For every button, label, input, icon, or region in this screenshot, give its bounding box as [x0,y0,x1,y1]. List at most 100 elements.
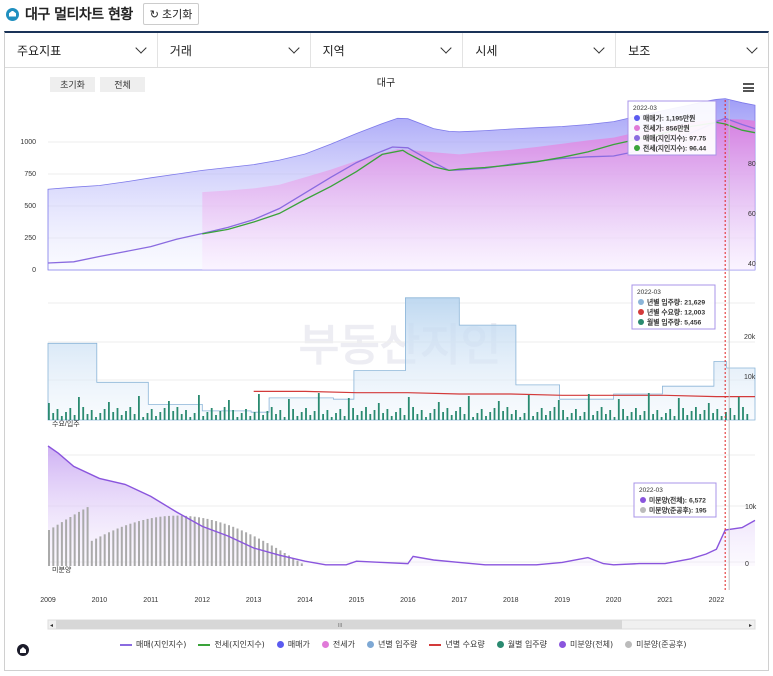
filter-label: 주요지표 [17,43,62,58]
tooltip-dot [638,319,644,325]
scroll-left-icon: ◂ [50,623,53,629]
legend-item[interactable]: 미분양(준공후) [625,639,686,650]
monthly-supply-bar [476,413,479,420]
monthly-supply-bar [656,410,659,420]
reset-button[interactable]: ↻ 초기화 [142,3,200,25]
unsold-completed-bar [69,517,72,566]
legend-dot-icon [496,641,504,648]
panel-label: 수요/입주 [52,420,80,428]
unsold-completed-bar [112,530,115,566]
home-icon[interactable] [17,644,29,656]
monthly-supply-bar [172,411,175,420]
monthly-supply-bar [125,411,127,420]
legend-item[interactable]: 미분양(전체) [559,639,613,650]
filter-label: 지역 [322,43,345,58]
monthly-supply-bar [729,408,732,420]
left-axis-tick: 0 [32,267,36,274]
unsold-completed-bar [262,540,265,566]
monthly-supply-bar [305,408,307,420]
right-axis-tick: 10k [744,374,756,381]
monthly-supply-bar [536,412,539,420]
unsold-completed-bar [73,514,76,566]
legend-item[interactable]: 년별 입주량 [367,639,417,650]
monthly-supply-bar [103,409,106,420]
monthly-supply-bar [138,396,140,420]
monthly-supply-bar [56,409,59,420]
monthly-supply-bar [665,413,667,420]
tooltip-date: 2022-03 [639,487,663,494]
monthly-supply-bar [437,402,440,420]
unsold-completed-bar [249,534,252,566]
filter-label: 시세 [475,43,498,58]
unsold-completed-bar [198,517,200,566]
unsold-completed-bar [163,516,166,566]
filter-market-price[interactable]: 시세 [463,33,617,67]
monthly-supply-bar [202,416,205,420]
monthly-supply-bar [95,417,97,420]
filter-main-indicators[interactable]: 주요지표 [5,33,158,67]
monthly-supply-bar [112,412,115,420]
legend-item[interactable]: 매매(지인지수) [120,639,186,650]
hamburger-menu-icon[interactable] [743,83,754,92]
legend-item[interactable]: 월별 입주량 [496,639,547,650]
chart-reset-button[interactable]: 초기화 [50,77,95,92]
unsold-completed-bar [159,516,162,566]
monthly-supply-bar [279,410,282,420]
monthly-supply-bar [150,409,153,420]
scrollbar-thumb[interactable] [56,620,622,629]
unsold-completed-bar [103,534,106,566]
filter-trade[interactable]: 거래 [158,33,311,67]
monthly-supply-bar [352,408,354,420]
tooltip-row: 년별 입주량: 21,629 [647,298,705,307]
legend-item[interactable]: 년별 수요량 [429,639,485,650]
unsold-completed-bar [155,517,158,566]
monthly-supply-bar [557,400,560,420]
monthly-supply-bar [228,400,230,420]
monthly-supply-bar [82,407,85,420]
right-axis-tick: 20k [744,334,756,341]
reset-button-label: 초기화 [162,8,193,21]
monthly-supply-bar [120,415,123,420]
unsold-completed-bar [279,550,282,566]
monthly-supply-bar [296,416,299,420]
monthly-supply-bar [288,399,290,420]
x-axis-tick: 2015 [349,597,365,604]
monthly-supply-bar [416,414,419,420]
unsold-completed-bar [86,507,89,566]
unsold-completed-bar [223,523,226,566]
legend-dot-icon [559,641,567,648]
left-axis-tick: 750 [24,171,36,178]
monthly-supply-bar [270,407,273,420]
legend-item[interactable]: 전세가 [321,639,355,650]
unsold-completed-bar [228,525,230,566]
unsold-completed-bar [193,516,196,566]
legend-dot-icon [276,641,284,648]
unsold-completed-bar [258,538,260,566]
tooltip-dot [640,507,646,513]
legend-item[interactable]: 전세(지인지수) [198,639,265,650]
monthly-supply-bar [515,410,517,420]
monthly-supply-bar [699,414,702,420]
legend-item[interactable]: 매매가 [276,639,310,650]
filter-region[interactable]: 지역 [311,33,464,67]
tooltip-dot [634,125,640,131]
monthly-supply-bar [733,415,736,420]
filter-auxiliary[interactable]: 보조 [616,33,768,67]
unsold-completed-bar [142,520,145,566]
monthly-supply-bar [433,409,436,420]
unsold-completed-bar [146,518,149,566]
tooltip-dot [634,135,640,141]
unsold-completed-bar [288,555,290,566]
area-jeonse-price [202,119,756,270]
scroll-right-icon: ▸ [749,623,752,629]
monthly-supply-bar [99,413,102,420]
unsold-completed-bar [133,522,136,566]
page-header: 대구 멀티차트 현황 ↻ 초기화 [6,3,200,25]
monthly-supply-bar [562,410,564,420]
unsold-completed-bar [82,509,85,566]
unsold-completed-bar [266,543,269,566]
chart-all-button[interactable]: 전체 [100,77,145,92]
monthly-supply-bar [725,412,727,420]
monthly-supply-bar [232,410,234,420]
legend-label: 매매(지인지수) [136,640,187,649]
